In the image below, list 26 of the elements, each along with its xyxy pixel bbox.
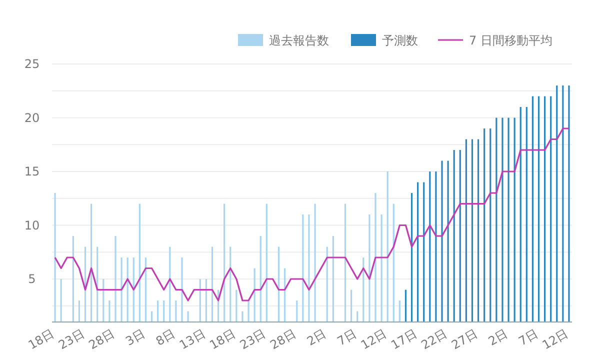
- x-tick-label: 12日: [358, 326, 390, 352]
- x-tick-label: 3日: [123, 326, 148, 348]
- x-tick-label: 27日: [449, 326, 480, 352]
- x-tick-label: 2日: [486, 326, 510, 348]
- x-tick-label: 23日: [238, 326, 268, 352]
- x-tick-label: 7日: [516, 326, 540, 348]
- x-tick-label: 13日: [177, 326, 208, 352]
- legend-label: 予測数: [382, 34, 418, 48]
- x-tick-label: 7日: [334, 326, 359, 348]
- y-tick-label: 10: [24, 218, 40, 232]
- x-tick-label: 23日: [56, 326, 87, 352]
- x-tick-label: 2日: [304, 326, 329, 348]
- x-tick-label: 12日: [540, 326, 570, 352]
- y-tick-label: 20: [24, 110, 40, 125]
- y-tick-label: 15: [24, 164, 40, 178]
- x-tick-label: 8日: [153, 326, 178, 348]
- x-tick-label: 28日: [268, 326, 298, 352]
- x-tick-label: 22日: [418, 326, 450, 352]
- legend-label: 過去報告数: [269, 34, 329, 48]
- x-tick-label: 18日: [26, 326, 57, 352]
- x-tick-label: 18日: [207, 326, 238, 352]
- y-tick-label: 5: [28, 272, 36, 286]
- x-tick-label: 17日: [388, 326, 420, 352]
- legend-label: 7 日間移動平均: [469, 34, 552, 48]
- y-tick-label: 25: [24, 57, 40, 71]
- x-tick-label: 28日: [86, 326, 117, 352]
